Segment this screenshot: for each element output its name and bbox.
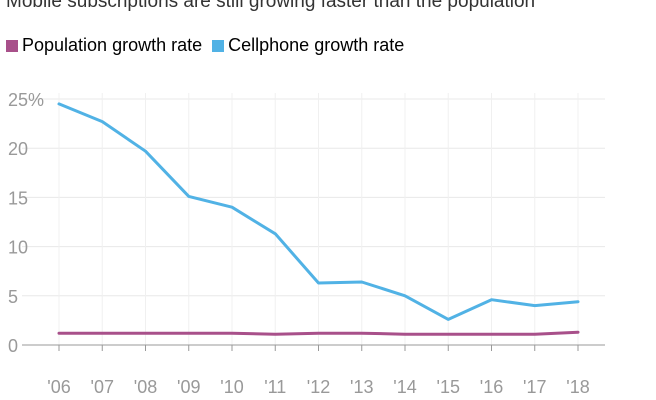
series-line-population: [57, 330, 580, 336]
legend-label-population: Population growth rate: [22, 35, 203, 55]
x-tick-label: '08: [134, 377, 157, 397]
legend-item-population: Population growth rate: [6, 35, 202, 56]
y-tick-label: 5: [8, 287, 18, 307]
x-tick-label: '09: [177, 377, 200, 397]
x-tick-label: '11: [264, 377, 286, 397]
chart-title: Mobile subscriptions are still growing f…: [6, 0, 536, 12]
x-tick-label: '17: [523, 377, 546, 397]
y-tick-label: 0: [8, 336, 18, 356]
x-tick-label: '15: [437, 377, 460, 397]
series-line-cellphone: [57, 102, 580, 321]
legend-label-cellphone: Cellphone growth rate: [228, 35, 405, 55]
y-tick-label: 25%: [8, 90, 44, 110]
legend: Population growth rate Cellphone growth …: [6, 35, 414, 56]
legend-swatch-population: [6, 39, 18, 52]
x-tick-label: '06: [47, 377, 70, 397]
legend-item-cellphone: Cellphone growth rate: [212, 35, 404, 56]
x-tick-label: '18: [566, 377, 589, 397]
x-tick-label: '12: [307, 377, 330, 397]
x-tick-label: '07: [91, 377, 114, 397]
y-tick-label: 10: [8, 238, 28, 258]
y-tick-label: 20: [8, 139, 28, 159]
x-tick-label: '16: [480, 377, 503, 397]
x-tick-label: '14: [393, 377, 416, 397]
y-tick-label: 15: [8, 188, 28, 208]
legend-swatch-cellphone: [212, 39, 225, 52]
x-tick-label: '10: [220, 377, 243, 397]
x-tick-label: '13: [350, 377, 373, 397]
